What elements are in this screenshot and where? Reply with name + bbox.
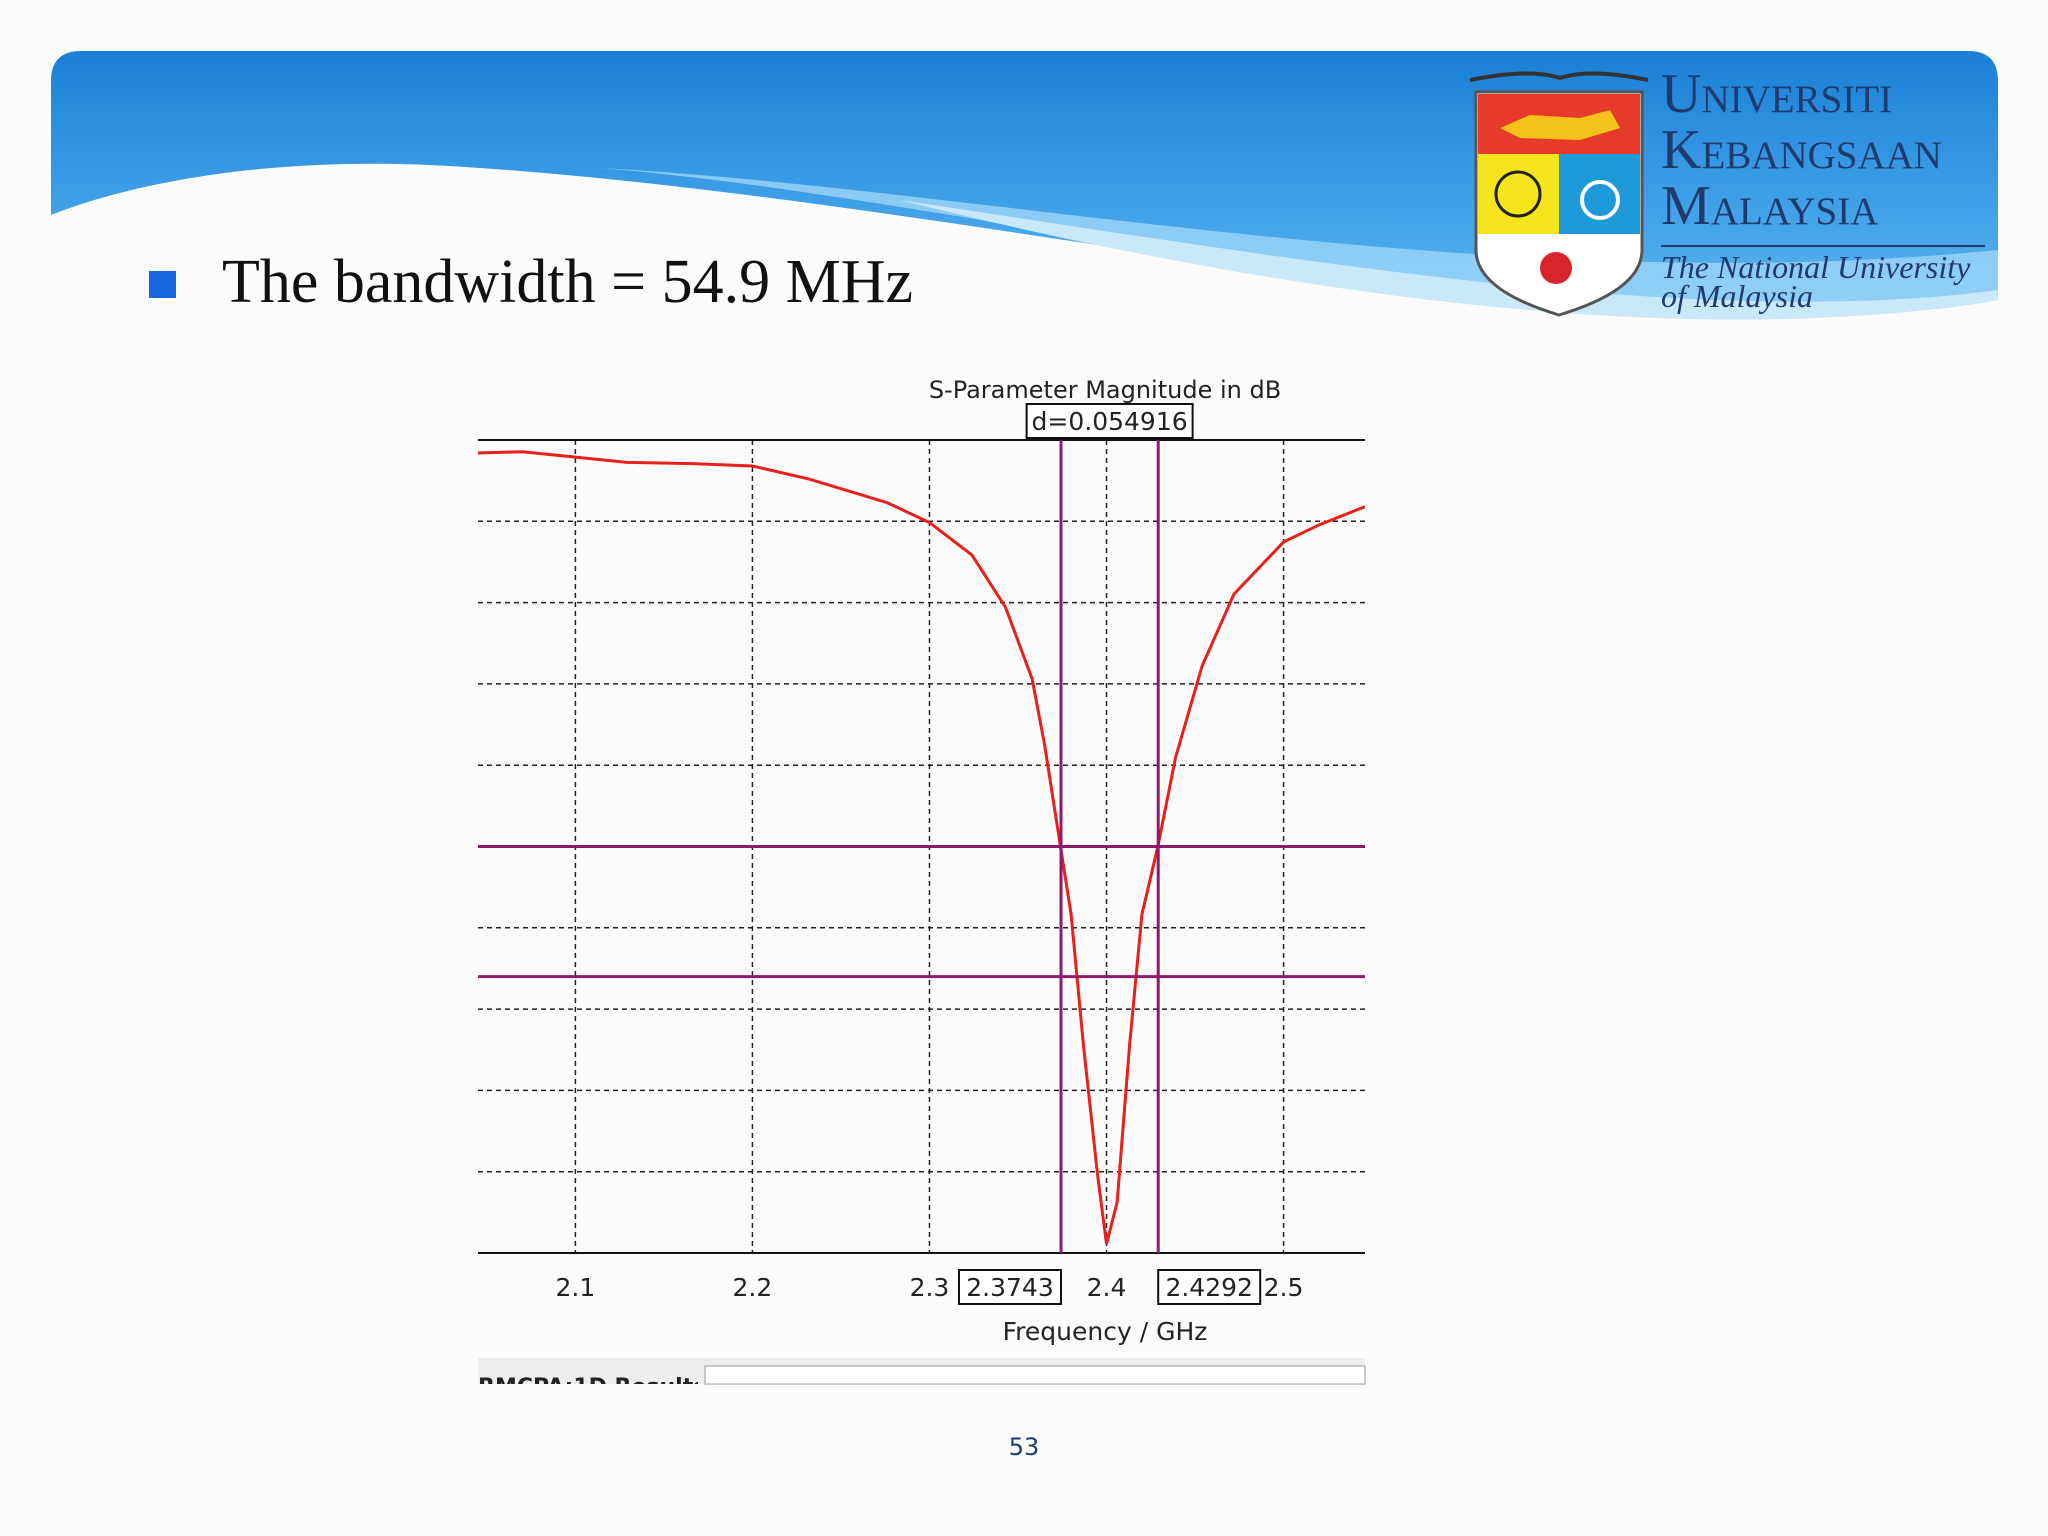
panel-field [704,1365,1366,1385]
marker-label: 2.4292 [1165,1273,1252,1302]
logo-text: Malaysia [1661,175,1878,237]
marker-label: 2.3743 [966,1273,1053,1302]
delta-label: d=0.054916 [1032,407,1188,436]
plot-area [478,439,1365,1254]
banner-wave [900,200,1998,320]
bullet-marker [149,271,176,298]
logo-text: Kebangsaan [1661,119,1942,181]
x-tick-label: 2.2 [733,1273,773,1302]
logo-tagline: The National University [1661,249,1971,285]
x-tick-label: 2.1 [555,1273,595,1302]
x-tick-label: 2.4 [1087,1273,1127,1302]
page-number: 53 [1009,1433,1040,1461]
chart-title: S-Parameter Magnitude in dB [929,376,1281,404]
line-series [478,450,1365,1245]
marker-label-box [1157,1269,1262,1305]
x-tick-label: 2.3 [910,1273,950,1302]
x-tick-label: 2.5 [1264,1273,1304,1302]
logo-text: Universiti [1661,63,1892,125]
banner-wave [600,168,1998,317]
logo-tagline: of Malaysia [1661,278,1813,314]
chart: S-Parameter Magnitude in dB Frequency / … [478,376,1366,1400]
x-axis-label: Frequency / GHz [1003,1317,1208,1346]
panel-clip: RMCPA:1D Results\S [478,1375,730,1400]
delta-box [1025,403,1194,439]
bullet-text: The bandwidth = 54.9 MHz [222,248,913,316]
logo [1469,71,1649,317]
panel-text: RMCPA:1D Results\S [478,1375,730,1400]
marker-label-box [958,1269,1063,1305]
